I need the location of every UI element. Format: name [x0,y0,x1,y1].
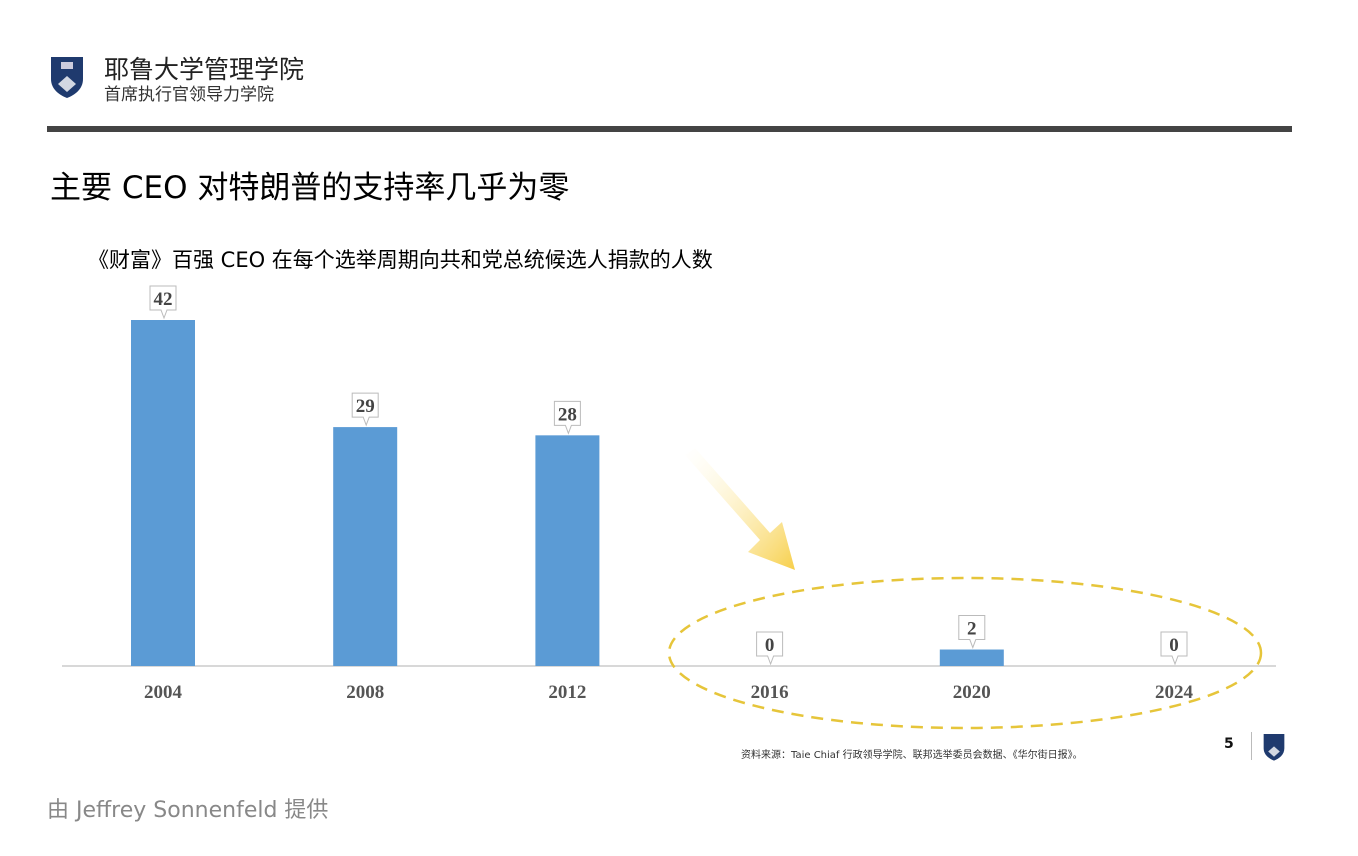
data-label-box [149,285,177,320]
x-tick-2012: 2012 [548,682,586,703]
data-label-2004: 42 [154,289,173,310]
data-label-box [756,631,784,666]
bar-2004 [131,320,195,666]
data-label-box [351,392,379,427]
data-label-2016: 0 [765,635,775,656]
page-number: 5 [1224,736,1234,752]
bar-2020 [939,649,1004,666]
school-name: 耶鲁大学管理学院 [104,55,305,84]
chart-title: 《财富》百强 CEO 在每个选举周期向共和党总统候选人捐款的人数 [88,248,713,272]
header-divider [47,126,1292,132]
yale-shield-logo [51,57,83,98]
data-label-2012: 28 [558,404,577,425]
bar-2012 [535,435,600,666]
highlight-ellipse [667,576,1263,730]
x-tick-2008: 2008 [346,682,384,703]
footer-divider [1251,732,1252,760]
data-label-2008: 29 [356,396,375,417]
x-tick-2004: 2004 [144,682,183,703]
bar-2008 [333,427,398,666]
data-label-box [553,400,581,435]
highlight-arrow [685,448,795,570]
school-subtitle: 首席执行官领导力学院 [104,85,274,105]
data-label-2020: 2 [967,619,977,640]
slide-title: 主要 CEO 对特朗普的支持率几乎为零 [50,170,570,206]
data-label-box [958,615,986,649]
data-label-2024: 0 [1169,635,1179,656]
yale-shield-logo-small [1263,734,1285,761]
x-tick-2024: 2024 [1155,682,1194,703]
source-note: 资料来源：Taie Chiaf 行政领导学院、联邦选举委员会数据、《华尔街日报》… [741,750,1083,761]
x-tick-2020: 2020 [953,682,991,703]
image-credit: 由 Jeffrey Sonnenfeld 提供 [47,798,329,823]
x-tick-2016: 2016 [751,682,789,703]
data-label-box [1160,631,1188,666]
